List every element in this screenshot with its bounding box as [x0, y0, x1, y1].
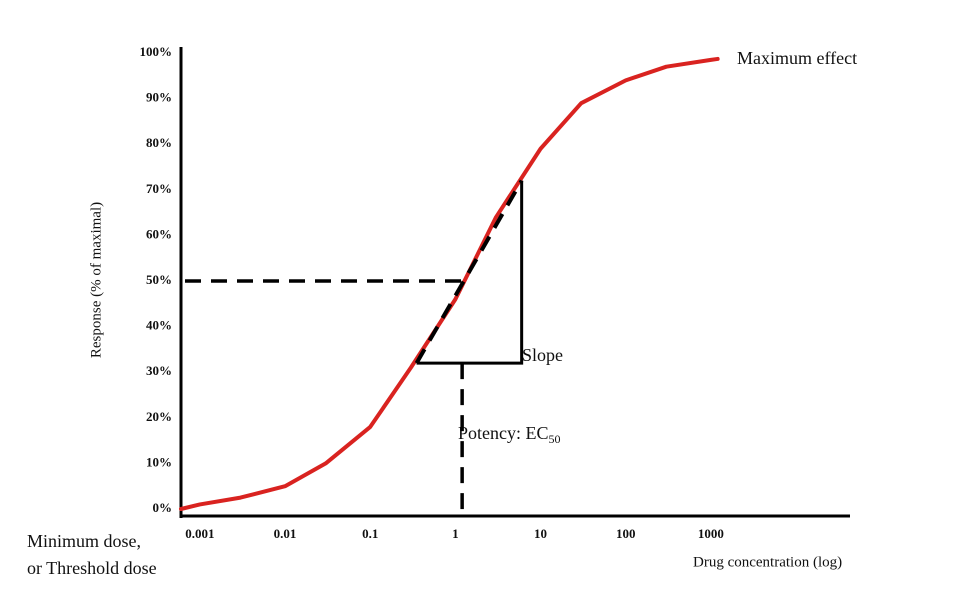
- x-tick-label: 1: [452, 526, 459, 541]
- y-axis-label: Response (% of maximal): [88, 202, 104, 358]
- y-tick-label: 80%: [146, 135, 172, 150]
- potency-subscript: 50: [549, 432, 561, 446]
- min-dose-label: or Threshold dose: [27, 558, 157, 578]
- max-effect-label: Maximum effect: [737, 48, 857, 68]
- y-tick-label: 100%: [140, 44, 173, 59]
- min-dose-label: Minimum dose,: [27, 531, 141, 551]
- x-axis-label: Drug concentration (log): [693, 554, 842, 570]
- x-tick-label: 1000: [698, 526, 724, 541]
- slope-triangle: [416, 180, 524, 365]
- curve: [179, 56, 720, 511]
- y-tick-label: 10%: [146, 454, 172, 469]
- potency-label: Potency: EC50: [458, 423, 561, 446]
- x-tick-label: 0.001: [185, 526, 214, 541]
- y-tick-label: 20%: [146, 409, 172, 424]
- y-tick-label: 90%: [146, 90, 172, 105]
- slope-hypotenuse: [414, 179, 524, 365]
- x-tick-label: 0.1: [362, 526, 378, 541]
- x-tick-label: 100: [616, 526, 636, 541]
- y-tick-label: 50%: [146, 272, 172, 287]
- x-tick-label: 10: [534, 526, 547, 541]
- y-tick-label: 40%: [146, 318, 172, 333]
- x-tick-label: 0.01: [274, 526, 297, 541]
- y-tick-label: 0%: [153, 500, 173, 515]
- slope-label: Slope: [522, 345, 563, 365]
- y-tick-label: 70%: [146, 181, 172, 196]
- potency-text: Potency: EC: [458, 423, 549, 443]
- y-tick-label: 60%: [146, 226, 172, 241]
- y-tick-label: 30%: [146, 363, 172, 378]
